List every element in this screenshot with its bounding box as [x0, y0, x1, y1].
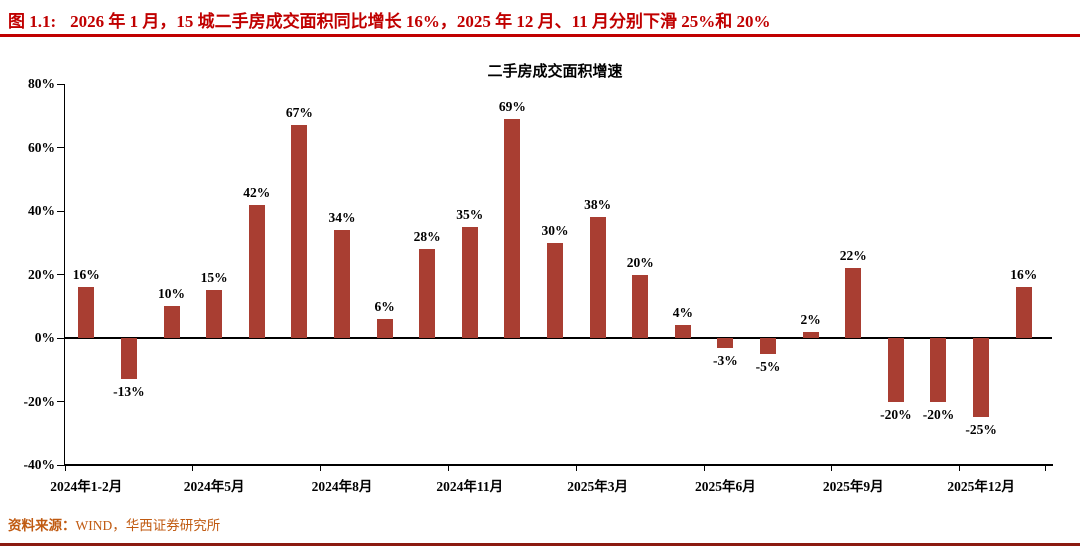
- bar: [248, 204, 265, 338]
- x-tick: [575, 465, 577, 471]
- bar-value-label: -25%: [965, 422, 997, 438]
- bar-value-label: 42%: [243, 184, 271, 200]
- bar-value-label: 35%: [456, 206, 484, 222]
- x-tick-label: 2024年1-2月: [50, 479, 123, 494]
- y-tick: [57, 464, 65, 466]
- figure-caption: 图 1.1: 2026 年 1 月，15 城二手房成交面积同比增长 16%，202…: [8, 7, 1076, 32]
- x-tick: [64, 465, 66, 471]
- source-text: WIND，华西证券研究所: [75, 518, 221, 533]
- bar: [802, 331, 819, 338]
- bar-value-label: 38%: [584, 197, 612, 213]
- bar: [973, 338, 990, 418]
- figure-title-text: 2026 年 1 月，15 城二手房成交面积同比增长 16%，2025 年 12…: [70, 12, 771, 31]
- bar: [376, 318, 393, 338]
- y-tick-label: 80%: [28, 76, 55, 91]
- y-tick-label: 0%: [34, 330, 55, 345]
- bar: [163, 306, 180, 338]
- bar-value-label: 67%: [285, 105, 313, 121]
- x-tick: [447, 465, 449, 471]
- y-tick-label: 40%: [28, 203, 55, 218]
- source-line: 资料来源：WIND，华西证券研究所: [8, 514, 220, 534]
- bar: [845, 268, 862, 338]
- bar-value-label: -20%: [880, 406, 912, 422]
- x-tick: [320, 465, 322, 471]
- bar-value-label: -13%: [113, 384, 145, 400]
- bar-value-label: 69%: [498, 98, 526, 114]
- bar: [760, 338, 777, 354]
- y-tick-label: 20%: [28, 266, 55, 282]
- bar-value-label: -20%: [922, 406, 955, 422]
- y-tick-label: -20%: [23, 393, 56, 409]
- x-tick-label: 2025年3月: [567, 479, 628, 494]
- x-tick-label: 2025年12月: [947, 479, 1015, 494]
- x-tick: [703, 465, 705, 471]
- chart-title: 二手房成交面积增速: [487, 64, 623, 80]
- bar: [78, 287, 95, 338]
- bar-value-label: 34%: [328, 210, 356, 226]
- bar: [887, 338, 904, 402]
- bar: [632, 274, 649, 338]
- y-tick: [57, 274, 65, 275]
- bar: [717, 338, 734, 348]
- x-tick-label: 2025年9月: [822, 479, 884, 494]
- y-tick: [57, 210, 65, 212]
- zero-line: [65, 337, 1052, 339]
- x-tick: [1044, 465, 1046, 471]
- bar-value-label: 28%: [413, 229, 441, 245]
- x-tick-label: 2024年8月: [311, 479, 373, 494]
- bar-value-label: 16%: [1010, 267, 1038, 283]
- bar-value-label: -3%: [713, 352, 738, 368]
- bar: [461, 226, 478, 338]
- y-tick: [57, 401, 65, 402]
- bar: [674, 325, 691, 338]
- bar: [504, 118, 521, 338]
- bar-value-label: 15%: [200, 270, 228, 286]
- bar: [930, 338, 947, 402]
- y-tick: [57, 83, 65, 85]
- bar-value-label: 4%: [672, 305, 693, 321]
- y-tick: [57, 147, 65, 148]
- bar: [589, 217, 606, 338]
- bar-value-label: 22%: [839, 248, 867, 264]
- y-tick: [57, 337, 65, 339]
- bar-value-label: 30%: [541, 222, 569, 238]
- bar-value-label: 6%: [374, 298, 395, 314]
- bar: [1015, 287, 1032, 338]
- figure-number: 图 1.1:: [8, 12, 57, 31]
- bar: [206, 290, 223, 338]
- y-tick-label: 60%: [28, 139, 55, 155]
- x-tick: [831, 465, 833, 471]
- x-tick-label: 2024年11月: [436, 479, 504, 494]
- bar-value-label: -5%: [755, 358, 781, 374]
- bottom-rule: [0, 543, 1080, 546]
- x-tick: [192, 465, 194, 471]
- bar-value-label: 16%: [72, 267, 100, 283]
- bar: [547, 242, 563, 338]
- caption-divider: [0, 34, 1080, 37]
- x-tick-label: 2025年6月: [695, 479, 756, 494]
- bar: [419, 249, 436, 338]
- bar: [333, 230, 350, 338]
- bar-value-label: 20%: [626, 254, 654, 270]
- bar: [291, 125, 308, 338]
- bar: [120, 338, 137, 380]
- bar-value-label: 10%: [158, 286, 186, 302]
- x-tick: [959, 465, 961, 471]
- y-tick-label: -40%: [23, 457, 56, 472]
- x-axis-line: [64, 464, 1053, 466]
- source-label: 资料来源：: [8, 518, 76, 533]
- x-tick-label: 2024年5月: [183, 479, 245, 494]
- bar-value-label: 2%: [800, 311, 821, 327]
